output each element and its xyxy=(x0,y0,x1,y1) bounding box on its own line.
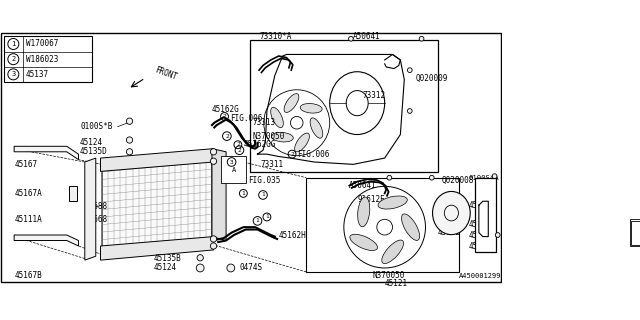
Circle shape xyxy=(126,118,132,124)
Text: Q020008: Q020008 xyxy=(441,176,474,185)
Polygon shape xyxy=(102,154,212,255)
Text: 73310*A: 73310*A xyxy=(259,32,291,41)
Ellipse shape xyxy=(271,107,284,128)
Text: 73313: 73313 xyxy=(253,118,276,127)
Text: 1: 1 xyxy=(255,218,259,223)
Bar xyxy=(475,178,496,252)
Circle shape xyxy=(408,108,412,113)
Text: A50641: A50641 xyxy=(353,32,381,41)
Ellipse shape xyxy=(310,118,323,138)
Text: 2: 2 xyxy=(236,142,240,147)
Text: 3: 3 xyxy=(230,159,234,164)
Text: 45167A: 45167A xyxy=(14,189,42,198)
Circle shape xyxy=(126,137,132,143)
Text: 2: 2 xyxy=(290,152,294,157)
Ellipse shape xyxy=(378,196,407,209)
Text: 45135B: 45135B xyxy=(154,254,182,263)
Text: 0474S: 0474S xyxy=(239,263,262,272)
Polygon shape xyxy=(212,149,226,241)
Text: 45124: 45124 xyxy=(80,138,103,147)
Polygon shape xyxy=(100,149,214,172)
Text: FIG.006: FIG.006 xyxy=(297,150,329,159)
Circle shape xyxy=(211,243,217,249)
Circle shape xyxy=(429,175,434,180)
Text: 45137: 45137 xyxy=(26,70,49,79)
Ellipse shape xyxy=(401,214,420,240)
Text: W170067: W170067 xyxy=(26,39,58,49)
Ellipse shape xyxy=(358,197,370,227)
Text: 73312: 73312 xyxy=(363,91,386,100)
Circle shape xyxy=(349,36,353,41)
Circle shape xyxy=(196,264,204,272)
Text: 45162H: 45162H xyxy=(278,230,307,239)
Text: 45162GG: 45162GG xyxy=(243,140,276,149)
Text: FIG.035: FIG.035 xyxy=(248,176,280,185)
Text: N370050: N370050 xyxy=(373,271,405,280)
Text: 2: 2 xyxy=(12,56,15,62)
Ellipse shape xyxy=(294,133,309,152)
Text: 45167: 45167 xyxy=(14,160,37,169)
Text: 2: 2 xyxy=(237,148,241,153)
Text: 45135D: 45135D xyxy=(80,147,108,156)
Text: 1: 1 xyxy=(261,192,265,197)
Text: 45162A: 45162A xyxy=(468,230,497,239)
Text: W186023: W186023 xyxy=(26,55,58,64)
Text: N370050: N370050 xyxy=(253,132,285,140)
Text: 45167B: 45167B xyxy=(14,271,42,280)
Circle shape xyxy=(211,158,217,164)
Text: 2: 2 xyxy=(223,114,227,119)
Circle shape xyxy=(387,175,392,180)
Text: A450001299: A450001299 xyxy=(460,273,502,279)
Text: 1: 1 xyxy=(12,41,15,47)
Ellipse shape xyxy=(300,104,322,113)
Circle shape xyxy=(408,68,412,73)
Text: 45122: 45122 xyxy=(438,228,461,237)
Polygon shape xyxy=(100,236,214,260)
Text: 45137B: 45137B xyxy=(468,220,497,229)
Bar xyxy=(306,178,460,272)
Circle shape xyxy=(211,149,217,155)
Bar xyxy=(4,36,92,82)
Text: 45150: 45150 xyxy=(468,242,492,251)
Polygon shape xyxy=(14,235,79,246)
Text: 45131: 45131 xyxy=(468,201,492,210)
Text: 0100S*A: 0100S*A xyxy=(468,175,499,181)
Text: FIG.006: FIG.006 xyxy=(230,114,262,123)
Ellipse shape xyxy=(350,234,378,251)
Circle shape xyxy=(227,264,235,272)
Text: 45668: 45668 xyxy=(84,215,108,224)
Text: 45121: 45121 xyxy=(385,279,408,288)
Text: 1: 1 xyxy=(241,191,245,196)
Text: 1: 1 xyxy=(265,214,269,220)
Text: 45111A: 45111A xyxy=(14,215,42,224)
Circle shape xyxy=(495,233,500,237)
Ellipse shape xyxy=(271,132,293,142)
Bar xyxy=(250,40,438,172)
Polygon shape xyxy=(69,186,77,201)
Text: 0100S*B: 0100S*B xyxy=(80,122,113,131)
Text: 73311: 73311 xyxy=(260,160,284,169)
Text: 45688: 45688 xyxy=(84,202,108,211)
Circle shape xyxy=(211,236,217,242)
Text: 45124: 45124 xyxy=(154,263,177,272)
Text: 2: 2 xyxy=(225,133,228,139)
Text: Q020009: Q020009 xyxy=(416,74,449,83)
Ellipse shape xyxy=(284,94,299,112)
Polygon shape xyxy=(14,146,79,160)
Ellipse shape xyxy=(382,240,404,264)
Ellipse shape xyxy=(433,191,470,235)
Text: FRONT: FRONT xyxy=(153,65,178,82)
Circle shape xyxy=(126,149,132,155)
Text: 91612E: 91612E xyxy=(357,195,385,204)
Circle shape xyxy=(419,36,424,41)
Text: 3: 3 xyxy=(12,71,15,77)
Circle shape xyxy=(197,255,204,261)
Text: A: A xyxy=(232,167,236,173)
Circle shape xyxy=(492,174,497,179)
Text: A50641: A50641 xyxy=(349,181,377,190)
Polygon shape xyxy=(84,158,96,260)
Text: 45162G: 45162G xyxy=(212,105,240,114)
